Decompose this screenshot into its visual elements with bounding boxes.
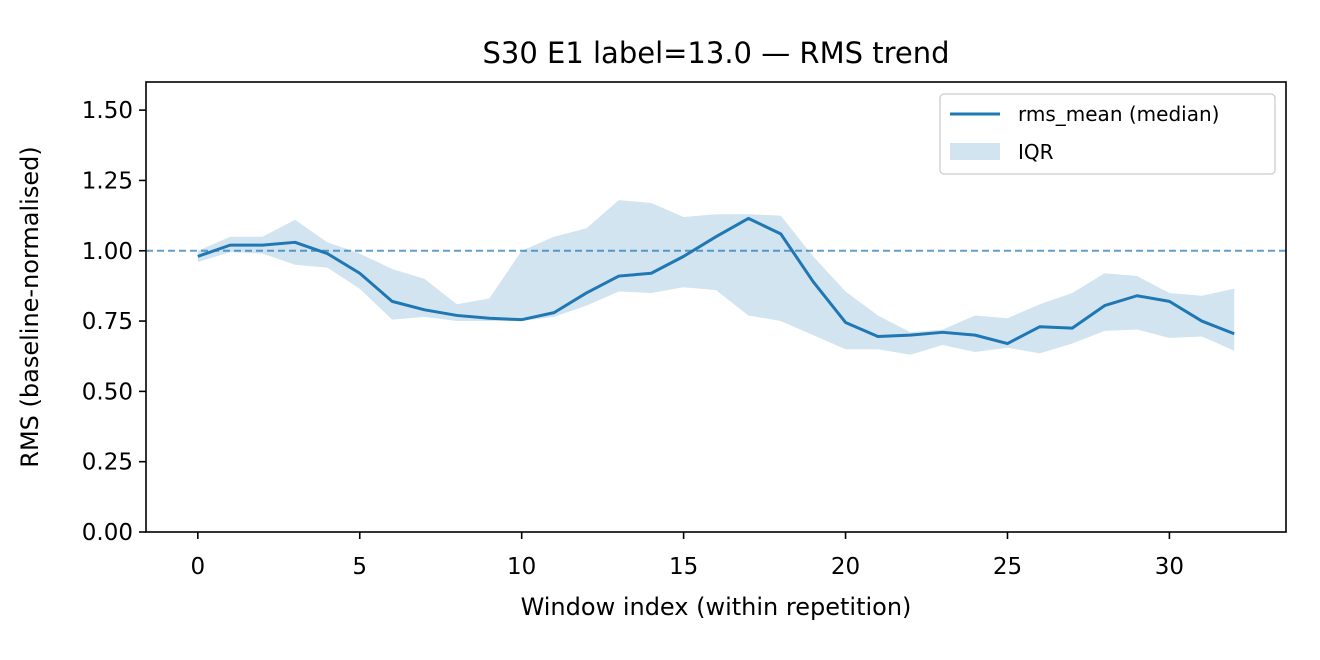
- iqr-band: [197, 200, 1235, 355]
- median-line: [197, 216, 1235, 346]
- axes: 0 5 10 15 20 25 30 0.00 0.25 0.50 0.75 1.00 1.25 1.50: [82, 98, 1184, 580]
- plot-area: [146, 200, 1286, 355]
- legend-label-median: rms_mean (median): [1018, 102, 1219, 126]
- legend-band-swatch: [950, 143, 1000, 160]
- y-tick-label: 0.00: [82, 520, 133, 546]
- y-tick-label: 1.50: [82, 98, 133, 124]
- chart-title: S30 E1 label=13.0 — RMS trend: [482, 36, 949, 70]
- x-tick-label: 30: [1155, 554, 1184, 580]
- y-tick-label: 1.25: [82, 168, 133, 194]
- plot-frame: [145, 81, 1287, 533]
- y-tick-label: 0.75: [82, 309, 133, 335]
- x-tick-label: 5: [352, 554, 367, 580]
- x-axis-label: Window index (within repetition): [521, 593, 912, 621]
- legend-frame: [939, 93, 1276, 175]
- x-tick-label: 10: [507, 554, 536, 580]
- x-tick-label: 25: [993, 554, 1022, 580]
- y-tick-label: 0.50: [82, 379, 133, 405]
- legend: rms_mean (median) IQR: [939, 93, 1276, 175]
- x-tick-label: 20: [831, 554, 860, 580]
- legend-label-iqr: IQR: [1018, 140, 1054, 164]
- y-tick-label: 0.25: [82, 450, 133, 476]
- x-tick-label: 15: [669, 554, 698, 580]
- y-tick-label: 1.00: [82, 239, 133, 265]
- x-tick-label: 0: [190, 554, 205, 580]
- y-axis-label: RMS (baseline-normalised): [16, 146, 44, 467]
